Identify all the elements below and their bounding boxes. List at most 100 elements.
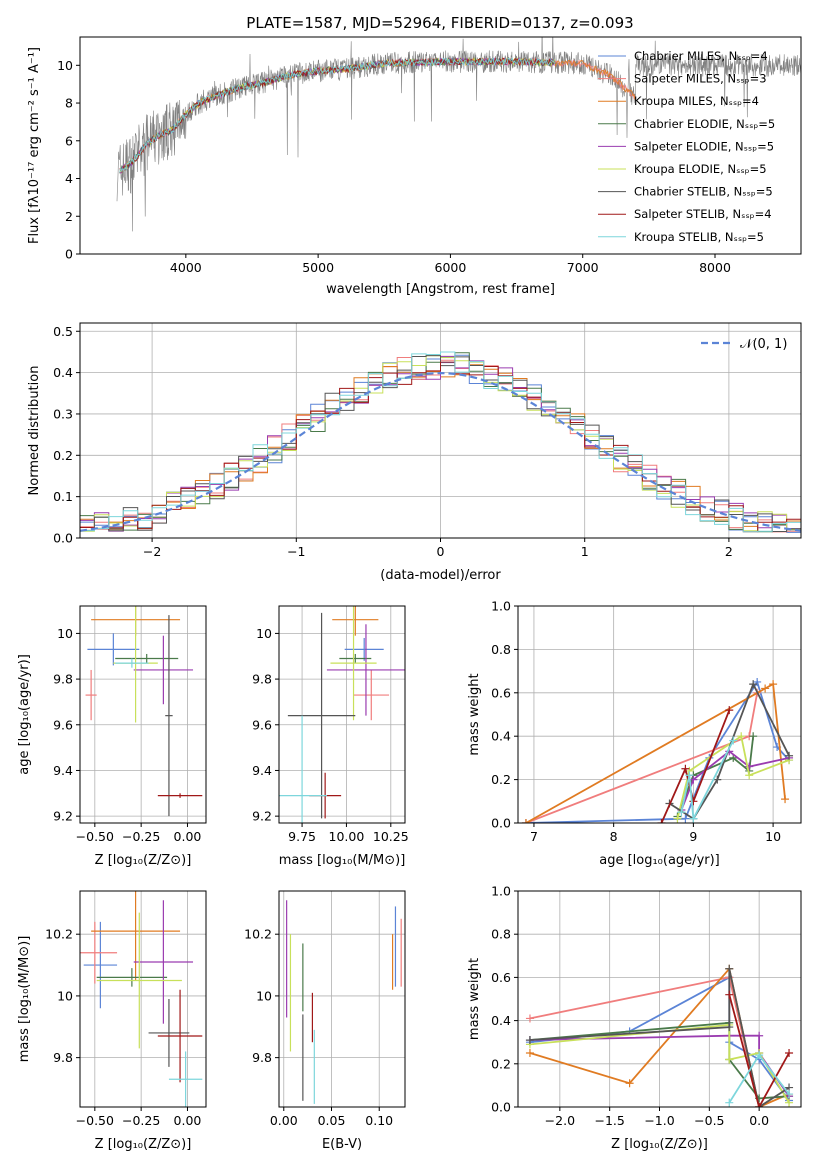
mass-weight-marker [689, 814, 698, 823]
mass-weight-marker [769, 680, 778, 689]
y-tick-label: 9.8 [53, 1050, 73, 1065]
legend-entry: Kroupa MILES, Nₛₛₚ=4 [634, 94, 759, 108]
axes-frame [79, 322, 802, 539]
panel-mass-vs-extinction: 0.00 0.05 0.10 9.8 10 10.2 E(B-V) [244, 890, 406, 1152]
x-tick-label: −0.50 [76, 829, 114, 844]
y-tick-label: 0.4 [491, 1013, 511, 1028]
mass-weight-marker [673, 814, 682, 823]
y-tick-label: 0.2 [53, 448, 73, 463]
y-tick-label: 0.6 [491, 970, 511, 985]
mass-weight-marker [725, 1023, 734, 1032]
y-tick-label: 9.4 [252, 763, 272, 778]
y-axis-label: mass weight [467, 673, 482, 755]
axes-frame [278, 890, 406, 1108]
y-tick-label: 6 [65, 133, 73, 148]
y-tick-label: 9.8 [252, 672, 272, 687]
x-tick-label: −1.0 [644, 1113, 674, 1128]
y-tick-label: 0.4 [53, 365, 73, 380]
mass-weight-marker [761, 684, 770, 693]
legend-entry: Chabrier ELODIE, Nₛₛₚ=5 [634, 117, 775, 131]
panel-residuals: −2 −1 0 1 2 0.0 0.1 0.2 0.3 0.4 0.5 (data-model)/er… [27, 322, 802, 583]
x-tick-label: 9 [689, 829, 697, 844]
axes-frame [79, 605, 207, 824]
y-axis-label: mass [log₁₀(M/M⊙)] [17, 936, 32, 1063]
mass-weight-marker [689, 775, 698, 784]
y-tick-label: 4 [65, 171, 73, 186]
mass-weight-marker [785, 1090, 794, 1099]
y-tick-label: 1.0 [491, 599, 511, 614]
mass-weight-marker [725, 1098, 734, 1107]
mass-weight-marker [521, 819, 530, 823]
x-tick-label: 0.10 [365, 1113, 393, 1128]
y-tick-label: 0.8 [491, 642, 511, 657]
x-tick-label: 10.25 [373, 829, 409, 844]
mass-weight-marker [657, 819, 666, 823]
x-axis-label: (data-model)/error [380, 568, 501, 583]
mass-weight-marker [737, 732, 746, 741]
y-tick-label: 9.2 [252, 809, 272, 824]
axes-frame [79, 890, 207, 1108]
y-tick-label: 0.0 [53, 531, 73, 546]
y-axis-label: mass weight [467, 958, 482, 1040]
y-tick-label: 1.0 [491, 884, 511, 899]
x-tick-label: 0.00 [174, 829, 202, 844]
mass-weight-marker [525, 1036, 534, 1045]
y-axis-label: Flux [fλ10⁻¹⁷ erg cm⁻² s⁻¹ A⁻¹] [27, 47, 42, 244]
x-tick-label: 4000 [170, 260, 202, 275]
mass-weight-marker [685, 771, 694, 780]
x-axis-label: Z [log₁₀(Z/Z⊙)] [95, 853, 192, 868]
mass-weight-marker [681, 814, 690, 823]
panel-mass-vs-metallicity: −0.50 −0.25 0.00 9.8 10 10.2 Z [log₁₀(Z/Z⊙)] ma… [17, 890, 207, 1152]
y-tick-label: 9.2 [53, 809, 73, 824]
x-axis-label: wavelength [Angstrom, rest frame] [326, 282, 555, 297]
y-tick-label: 0.5 [53, 324, 73, 339]
y-tick-label: 10 [57, 988, 73, 1003]
panel-spectrum: 4000 5000 6000 7000 8000 0 2 4 6 8 10 wavelength [A… [27, 36, 802, 297]
x-axis-label: mass [log₁₀(M/M⊙)] [279, 853, 406, 868]
y-tick-label: 0.3 [53, 406, 73, 421]
x-tick-label: 10.00 [329, 829, 365, 844]
mass-weight-line [728, 994, 790, 1107]
mass-weight-marker [755, 1051, 764, 1060]
x-tick-label: 7 [530, 829, 538, 844]
y-axis-label: Normed distribution [27, 366, 42, 496]
y-tick-label: 10.2 [244, 927, 272, 942]
y-tick-label: 0.2 [491, 772, 511, 787]
x-tick-label: 2 [725, 544, 733, 559]
y-tick-label: 0 [65, 247, 73, 262]
plot-area [85, 606, 203, 817]
data-spectrum [116, 37, 801, 232]
y-tick-label: 0.0 [491, 1100, 511, 1115]
mass-weight-marker [677, 808, 686, 817]
legend-entry: Chabrier STELIB, Nₛₛₚ=5 [634, 185, 773, 199]
plot-area [521, 677, 794, 823]
y-tick-label: 10 [57, 626, 73, 641]
x-tick-label: −1 [287, 544, 305, 559]
residual-histogram [80, 361, 801, 533]
y-tick-label: 0.8 [491, 927, 511, 942]
y-tick-label: 10.2 [45, 927, 73, 942]
y-tick-label: 9.8 [53, 672, 73, 687]
axes-frame [79, 36, 802, 255]
mass-weight-marker [525, 1049, 534, 1057]
panel-mass-weight-vs-metallicity: −2.0 −1.5 −1.0 −0.5 0.0 0.0 0.2 0.4 0.6 0.8 1.0 Z [… [467, 884, 802, 1152]
x-tick-label: 9.75 [288, 829, 316, 844]
residual-histogram [80, 351, 801, 533]
y-tick-label: 0.6 [491, 685, 511, 700]
mass-weight-marker [725, 1055, 734, 1064]
panel-age-vs-metallicity: −0.50 −0.25 0.00 9.2 9.4 9.6 9.8 10 Z [log₁₀(Z/Z… [17, 605, 207, 868]
mass-weight-marker [749, 732, 758, 741]
y-tick-label: 0.0 [491, 816, 511, 831]
x-tick-label: −2.0 [545, 1113, 575, 1128]
mass-weight-marker [625, 1079, 634, 1088]
legend-entry: Kroupa ELODIE, Nₛₛₚ=5 [634, 162, 767, 176]
mass-weight-marker [785, 1049, 794, 1057]
mass-weight-marker [725, 990, 734, 999]
y-tick-label: 9.6 [252, 717, 272, 732]
x-tick-label: 8000 [699, 260, 731, 275]
y-tick-label: 0.4 [491, 729, 511, 744]
mass-weight-marker [745, 771, 754, 780]
x-axis-label: E(B-V) [322, 1137, 362, 1152]
mass-weight-marker [749, 680, 758, 689]
